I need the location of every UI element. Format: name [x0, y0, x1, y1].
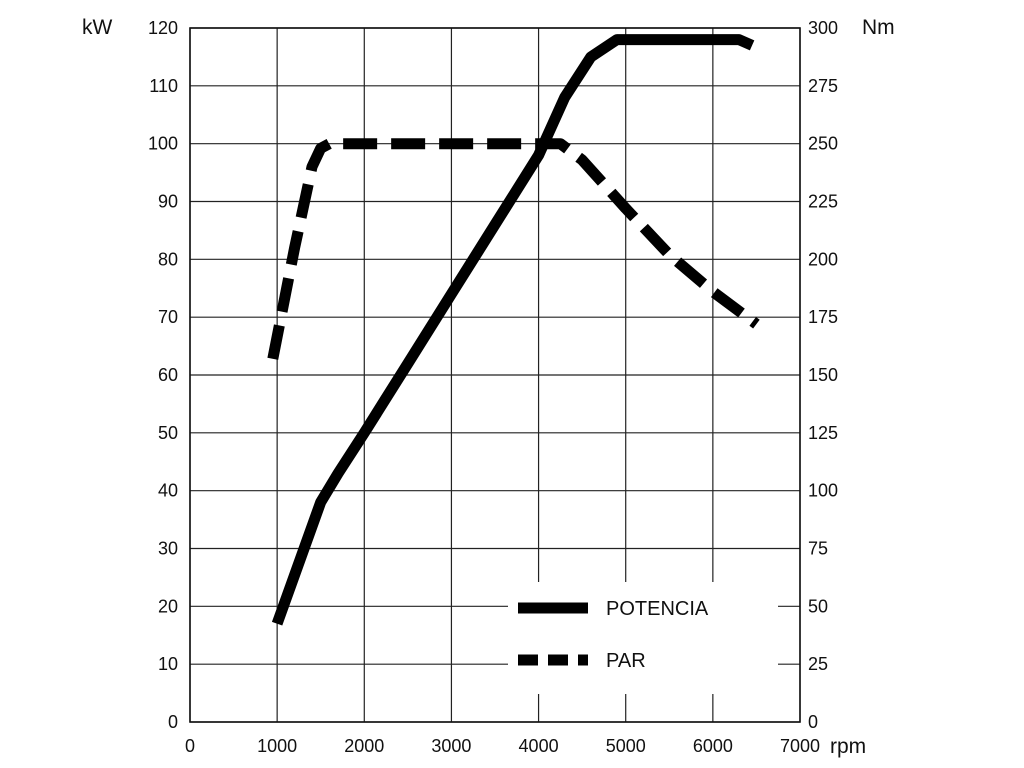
series-line-par — [267, 138, 760, 360]
y-right-tick-label: 25 — [808, 654, 828, 674]
x-tick-label: 5000 — [606, 736, 646, 756]
y-right-tick-label: 125 — [808, 423, 838, 443]
series-line-potencia — [271, 34, 755, 626]
y-left-tick-label: 50 — [158, 423, 178, 443]
legend-label-potencia: POTENCIA — [606, 598, 709, 620]
x-tick-label: 6000 — [693, 736, 733, 756]
y-left-tick-label: 80 — [158, 249, 178, 269]
x-unit-label: rpm — [830, 735, 866, 758]
y-left-tick-label: 10 — [158, 654, 178, 674]
legend-label-par: PAR — [606, 650, 646, 672]
y-left-tick-label: 100 — [148, 134, 178, 154]
y-right-tick-label: 50 — [808, 596, 828, 616]
y-left-tick-label: 0 — [168, 712, 178, 732]
y-left-tick-label: 20 — [158, 596, 178, 616]
y-right-tick-label: 200 — [808, 249, 838, 269]
x-tick-label: 1000 — [257, 736, 297, 756]
y-left-tick-label: 120 — [148, 18, 178, 38]
y-right-tick-label: 75 — [808, 539, 828, 559]
y-right-tick-label: 175 — [808, 307, 838, 327]
legend-background — [508, 582, 778, 694]
y-right-unit-label: Nm — [862, 16, 895, 39]
y-right-tick-label: 100 — [808, 481, 838, 501]
y-right-tick-label: 225 — [808, 192, 838, 212]
y-right-tick-label: 300 — [808, 18, 838, 38]
y-right-tick-label: 250 — [808, 134, 838, 154]
y-left-tick-label: 110 — [149, 76, 178, 96]
y-right-tick-label: 0 — [808, 712, 818, 732]
y-right-tick-label: 150 — [808, 365, 838, 385]
y-left-tick-label: 30 — [158, 539, 178, 559]
x-tick-label: 7000 — [780, 736, 820, 756]
x-tick-label: 2000 — [344, 736, 384, 756]
x-tick-label: 3000 — [431, 736, 471, 756]
y-left-tick-label: 40 — [158, 481, 178, 501]
y-left-tick-label: 70 — [158, 307, 178, 327]
legend: POTENCIA PAR — [508, 582, 778, 694]
y-left-unit-label: kW — [82, 16, 113, 39]
grid — [189, 27, 801, 723]
y-right-tick-label: 275 — [808, 76, 838, 96]
x-tick-label: 4000 — [519, 736, 559, 756]
y-left-tick-label: 60 — [158, 365, 178, 385]
y-left-tick-label: 90 — [158, 192, 178, 212]
plot-frame — [189, 27, 801, 723]
x-tick-label: 0 — [185, 736, 195, 756]
